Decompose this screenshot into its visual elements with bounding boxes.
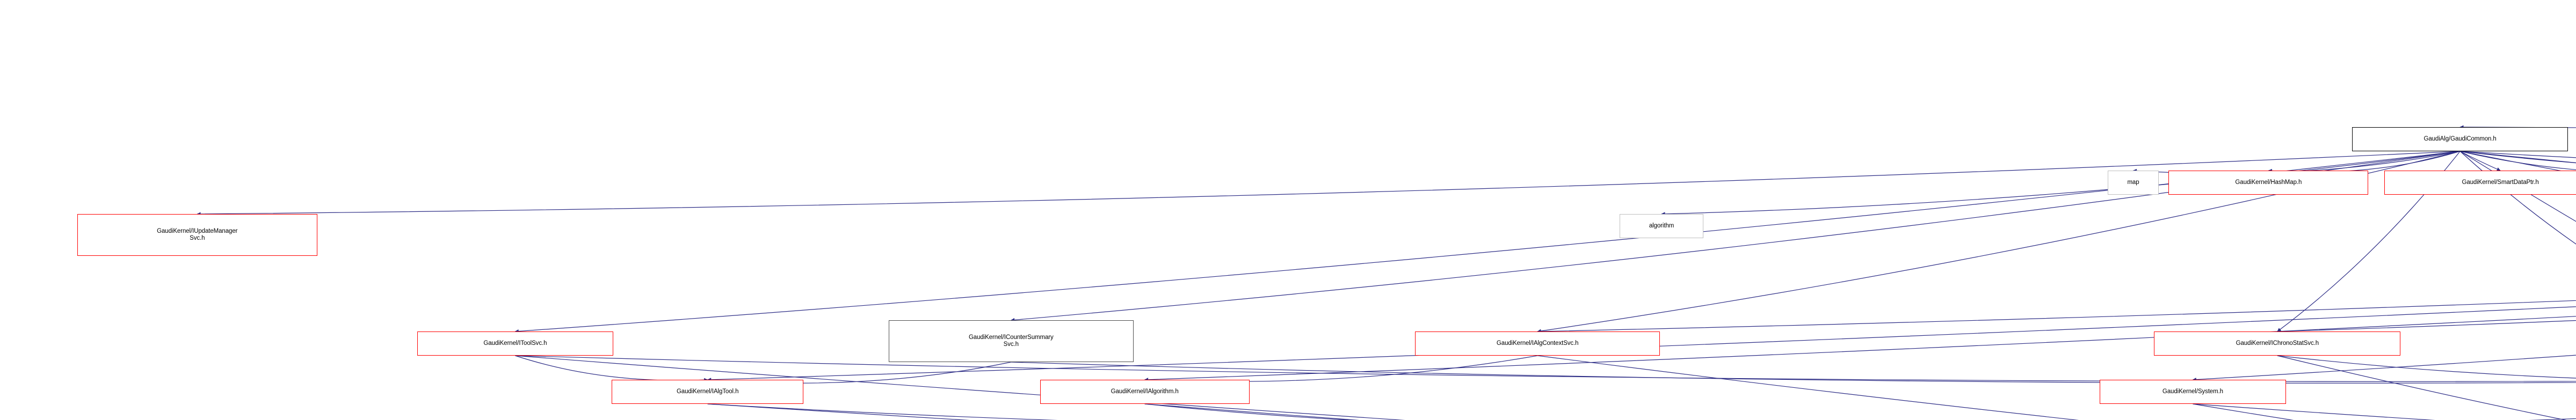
- graph-node[interactable]: GaudiAlg/GaudiCommon.h: [2352, 127, 2568, 151]
- graph-edge: [515, 355, 708, 382]
- graph-edge: [2193, 403, 2294, 420]
- graph-node[interactable]: GaudiKernel/HashMap.h: [2168, 171, 2369, 195]
- graph-node[interactable]: GaudiKernel/SmartDataPtr.h: [2384, 171, 2576, 195]
- graph-node[interactable]: GaudiKernel/IChronoStatSvc.h: [2154, 331, 2401, 356]
- graph-node[interactable]: GaudiKernel/ICounterSummary Svc.h: [888, 320, 1134, 362]
- graph-node[interactable]: GaudiKernel/System.h: [2099, 380, 2287, 404]
- graph-node[interactable]: algorithm: [1620, 214, 1703, 238]
- graph-edge: [1144, 355, 1538, 382]
- graph-edge: [707, 403, 970, 420]
- graph-node[interactable]: GaudiKernel/IAlgTool.h: [612, 380, 804, 404]
- graph-node[interactable]: GaudiKernel/IAlgContextSvc.h: [1415, 331, 1660, 356]
- graph-edge: [2277, 355, 2567, 420]
- graph-node[interactable]: GaudiKernel/IToolSvc.h: [417, 331, 614, 356]
- graph-edge: [2192, 355, 2576, 382]
- graph-edge: [1144, 403, 1353, 420]
- graph-edge: [1537, 355, 2079, 420]
- graph-edge: [2193, 403, 2435, 420]
- graph-node[interactable]: map: [2107, 171, 2159, 195]
- graph-edge: [1537, 300, 2576, 334]
- graph-edge: [2459, 151, 2501, 171]
- graph-edge: [515, 355, 2576, 382]
- graph-edge: [2277, 355, 2576, 379]
- graph-edge: [2268, 151, 2461, 173]
- graph-node[interactable]: GaudiKernel/IAlgorithm.h: [1040, 380, 1250, 404]
- graph-edge: [2277, 320, 2576, 334]
- graph-edge: [2528, 418, 2576, 420]
- graph-edge: [1144, 316, 2576, 382]
- graph-edge: [707, 403, 1058, 420]
- graph-node[interactable]: GaudiKernel/IUpdateManager Svc.h: [77, 214, 317, 256]
- graph-edge: [1144, 403, 1360, 420]
